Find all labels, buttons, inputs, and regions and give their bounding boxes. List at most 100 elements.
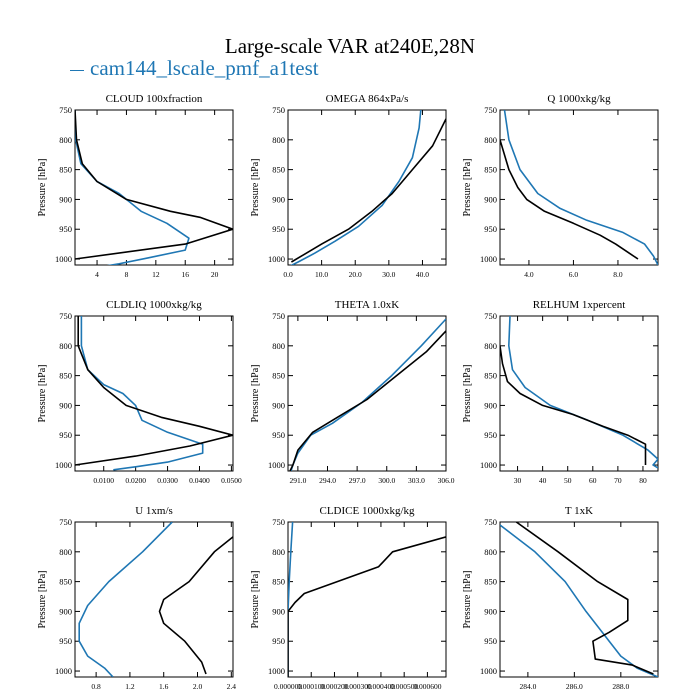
- panel-4-xtick-label: 0.0400: [189, 476, 210, 485]
- panel-5-ytick-label: 850: [272, 371, 285, 381]
- panel-4-ytick-label: 950: [59, 430, 72, 440]
- figure-title: Large-scale VAR at240E,28N: [224, 34, 476, 58]
- panel-5-title: THETA 1.0xK: [335, 299, 400, 311]
- panel-8-ytick-label: 1000: [268, 666, 285, 676]
- panel-4-xtick-label: 0.0300: [157, 476, 178, 485]
- panel-6-xtick-label: 60: [589, 476, 597, 485]
- panel-3-ytick-label: 750: [484, 105, 497, 115]
- panel-6-ytick-label: 800: [484, 341, 497, 351]
- panel-7-xtick-label: 2.4: [227, 682, 237, 691]
- panel-1-title: CLOUD 100xfraction: [106, 93, 203, 105]
- panel-5-xtick-label: 303.0: [408, 476, 425, 485]
- panel-1-series-test-line: [75, 110, 190, 265]
- panel-9-xtick-label: 284.0: [519, 682, 536, 691]
- panel-5-ytick-label: 900: [272, 400, 285, 410]
- panel-8-xtick-label: 0.000300: [344, 682, 372, 691]
- panel-9-axes-frame: [499, 521, 659, 678]
- panel-9-ytick-label: 900: [484, 606, 497, 616]
- panel-2-title: OMEGA 864xPa/s: [326, 93, 409, 105]
- panel-3-xtick-label: 6.0: [569, 270, 579, 279]
- panel-1-xtick-label: 12: [152, 270, 160, 279]
- panel-4-xtick-label: 0.0100: [93, 476, 114, 485]
- panel-9-ylabel: Pressure [hPa]: [462, 570, 473, 628]
- panel-9-ytick-label: 950: [484, 636, 497, 646]
- panel-9-ytick-label: 850: [484, 577, 497, 587]
- panel-8-xtick-label: 0.000500: [390, 682, 418, 691]
- panel-6-ytick-label: 900: [484, 400, 497, 410]
- panel-1-ytick-label: 850: [59, 165, 72, 175]
- legend-label: cam144_lscale_pmf_a1test: [90, 56, 319, 80]
- panel-3-series-test-line: [503, 110, 658, 265]
- panel-5-ytick-label: 800: [272, 341, 285, 351]
- panel-2-ylabel: Pressure [hPa]: [250, 158, 261, 216]
- panel-3-ytick-label: 900: [484, 194, 497, 204]
- panel-5-series-test-line: [290, 318, 446, 471]
- panel-1-ytick-label: 800: [59, 135, 72, 145]
- panel-7-ytick-label: 1000: [55, 666, 72, 676]
- panel-5-ytick-label: 950: [272, 430, 285, 440]
- panel-6-series-test-line: [507, 316, 658, 469]
- panel-6-ylabel: Pressure [hPa]: [462, 364, 473, 422]
- panel-1-xtick-label: 4: [95, 270, 99, 279]
- panel-3-ytick-label: 850: [484, 165, 497, 175]
- panel-9-series-test-line: [500, 524, 658, 677]
- panel-7-xtick-label: 1.2: [125, 682, 135, 691]
- panel-7-ytick-label: 950: [59, 636, 72, 646]
- panel-2-ytick-label: 950: [272, 224, 285, 234]
- panel-7-ylabel: Pressure [hPa]: [37, 570, 48, 628]
- panel-6-axes-frame: [499, 315, 659, 472]
- panel-3-ytick-label: 1000: [480, 254, 497, 264]
- panel-8-axes-frame: [287, 521, 447, 678]
- panel-7-series-test-line: [78, 522, 173, 677]
- panel-3-axes-frame: [499, 109, 659, 266]
- panel-3-series-reference-line: [500, 139, 639, 260]
- panel-3-title: Q 1000xkg/kg: [547, 93, 611, 105]
- panel-4-title: CLDLIQ 1000xkg/kg: [106, 299, 202, 311]
- panel-2-xtick-label: 0.0: [283, 270, 293, 279]
- panel-5-xtick-label: 294.0: [319, 476, 336, 485]
- panel-4-xtick-label: 0.0500: [221, 476, 242, 485]
- panel-7-xtick-label: 2.0: [193, 682, 203, 691]
- panel-3-ytick-label: 800: [484, 135, 497, 145]
- panel-1-ylabel: Pressure [hPa]: [37, 158, 48, 216]
- panel-8-ytick-label: 800: [272, 547, 285, 557]
- panel-9-ytick-label: 750: [484, 517, 497, 527]
- panel-8-ylabel: Pressure [hPa]: [250, 570, 261, 628]
- panel-8-ytick-label: 900: [272, 606, 285, 616]
- panel-2-ytick-label: 900: [272, 194, 285, 204]
- panel-6-ytick-label: 1000: [480, 460, 497, 470]
- panel-5-ytick-label: 1000: [268, 460, 285, 470]
- panel-9-ytick-label: 800: [484, 547, 497, 557]
- panel-2-series-test-line: [290, 110, 422, 265]
- panel-1-xtick-label: 16: [181, 270, 189, 279]
- panel-2-xtick-label: 10.0: [315, 270, 328, 279]
- panel-7-xtick-label: 0.8: [91, 682, 101, 691]
- panel-5-xtick-label: 297.0: [349, 476, 366, 485]
- panel-1-ytick-label: 900: [59, 194, 72, 204]
- panel-2-xtick-label: 30.0: [382, 270, 395, 279]
- panel-6-title: RELHUM 1xpercent: [533, 299, 626, 311]
- panel-8-series-reference-line: [288, 536, 446, 677]
- panel-7-xtick-label: 1.6: [159, 682, 169, 691]
- panel-8-ytick-label: 750: [272, 517, 285, 527]
- panel-8-ytick-label: 850: [272, 577, 285, 587]
- panel-6-ytick-label: 850: [484, 371, 497, 381]
- panel-8-xtick-label: 0.000100: [297, 682, 325, 691]
- panel-9-xtick-label: 286.0: [566, 682, 583, 691]
- panel-2-xtick-label: 40.0: [416, 270, 429, 279]
- panel-4-xtick-label: 0.0200: [125, 476, 146, 485]
- panel-8-xtick-label: 0.000600: [413, 682, 441, 691]
- panel-1-ytick-label: 1000: [55, 254, 72, 264]
- panel-2-ytick-label: 800: [272, 135, 285, 145]
- panel-6-series-reference-line: [500, 345, 647, 465]
- panel-7-axes-frame: [74, 521, 234, 678]
- panel-9-series-reference-line: [515, 522, 654, 675]
- panel-8-xtick-label: 0.000000: [274, 682, 302, 691]
- panel-6-xtick-label: 40: [539, 476, 547, 485]
- panel-4-ytick-label: 800: [59, 341, 72, 351]
- panel-2-xtick-label: 20.0: [349, 270, 362, 279]
- panel-4-ytick-label: 1000: [55, 460, 72, 470]
- panel-5-axes-frame: [287, 315, 447, 472]
- panel-3-xtick-label: 8.0: [613, 270, 623, 279]
- panel-4-axes-frame: [74, 315, 234, 472]
